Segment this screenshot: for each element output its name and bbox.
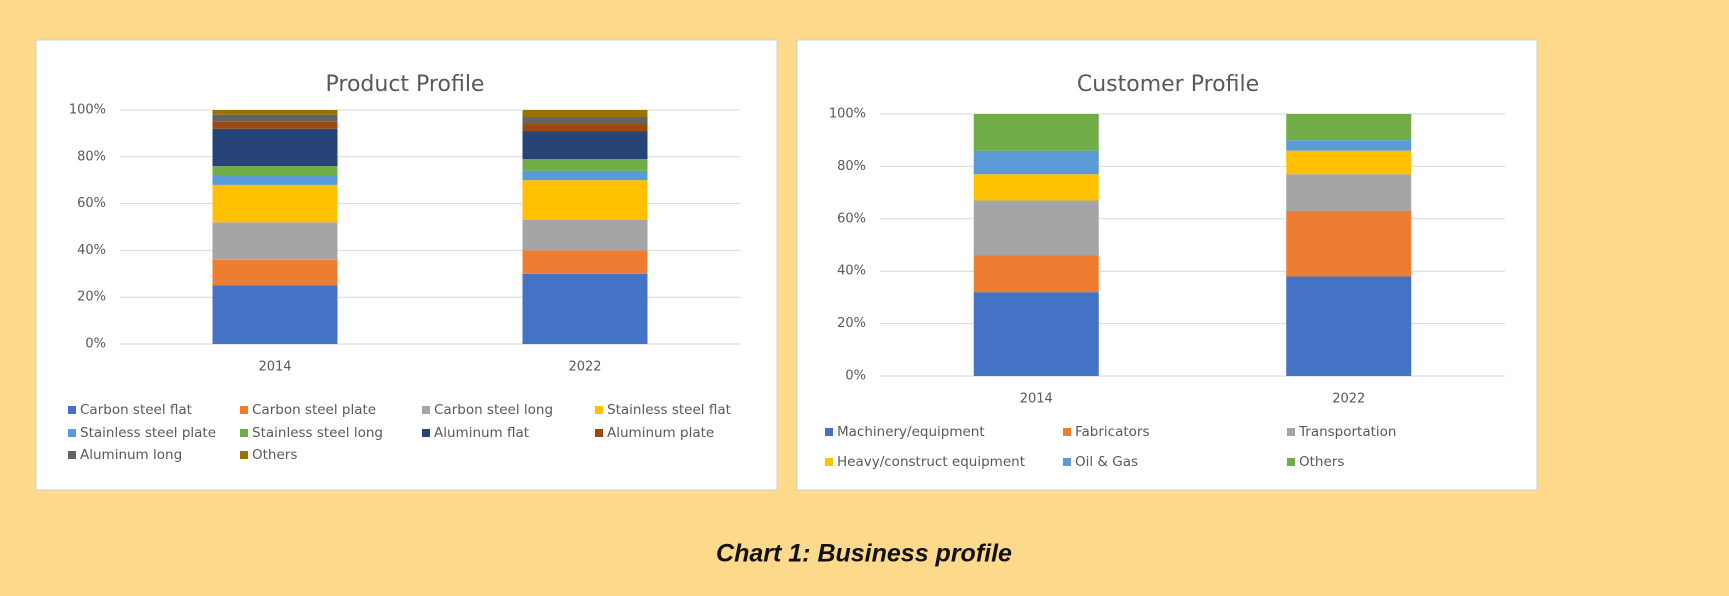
legend-label: Carbon steel flat [80, 402, 192, 418]
chart-panel [35, 39, 778, 491]
legend-swatch [240, 406, 248, 414]
bar-segment [212, 175, 338, 185]
bar-segment [522, 170, 648, 181]
bar-segment [212, 259, 338, 286]
bar-segment [1286, 150, 1412, 175]
bar-segment [522, 180, 648, 220]
bar-segment [212, 285, 338, 344]
legend-swatch [68, 406, 76, 414]
y-tick-label: 20% [77, 290, 106, 305]
caption: Chart 1: Business profile [716, 540, 1012, 568]
y-tick-label: 80% [837, 159, 866, 174]
bar-segment [522, 131, 648, 160]
bar-segment [212, 128, 338, 167]
legend-label: Aluminum plate [607, 425, 714, 441]
x-tick-label: 2022 [1332, 392, 1365, 407]
legend-swatch [1063, 428, 1071, 436]
legend-label: Stainless steel long [252, 425, 383, 441]
legend-swatch [68, 429, 76, 437]
legend-label: Others [1299, 454, 1344, 470]
bar-segment [522, 219, 648, 251]
x-tick-label: 2014 [258, 360, 291, 375]
chart-panel [796, 39, 1538, 491]
bar-segment [1286, 174, 1412, 211]
legend-swatch [595, 429, 603, 437]
legend-swatch [68, 451, 76, 459]
legend-label: Stainless steel flat [607, 402, 731, 418]
y-tick-label: 100% [829, 107, 866, 122]
legend-label: Oil & Gas [1075, 454, 1138, 470]
bar-segment [212, 110, 338, 115]
bar-segment [522, 124, 648, 132]
legend-label: Others [252, 447, 297, 463]
legend-swatch [240, 451, 248, 459]
legend-swatch [422, 429, 430, 437]
y-tick-label: 60% [77, 196, 106, 211]
legend-swatch [595, 406, 603, 414]
chart-title: Product Profile [326, 72, 485, 97]
y-tick-label: 20% [837, 316, 866, 331]
legend-label: Transportation [1298, 424, 1396, 440]
legend-label: Aluminum flat [434, 425, 529, 441]
legend-label: Aluminum long [80, 447, 182, 463]
bar-segment [212, 114, 338, 122]
y-tick-label: 100% [69, 103, 106, 118]
bar-segment [522, 159, 648, 171]
y-tick-label: 0% [85, 337, 106, 352]
bar-segment [1286, 276, 1412, 376]
x-tick-label: 2014 [1020, 392, 1053, 407]
bar-segment [1286, 114, 1412, 141]
y-tick-label: 60% [837, 211, 866, 226]
legend-swatch [422, 406, 430, 414]
legend-swatch [240, 429, 248, 437]
legend-label: Machinery/equipment [837, 424, 985, 440]
legend-label: Stainless steel plate [80, 425, 216, 441]
y-tick-label: 40% [77, 243, 106, 258]
bar-segment [973, 255, 1099, 293]
legend-swatch [1287, 458, 1295, 466]
bar-segment [212, 121, 338, 129]
bar-segment [973, 174, 1099, 201]
y-tick-label: 40% [837, 264, 866, 279]
legend-label: Carbon steel long [434, 402, 553, 418]
legend-label: Carbon steel plate [252, 402, 376, 418]
legend-swatch [1287, 428, 1295, 436]
legend-label: Fabricators [1075, 424, 1150, 440]
bar-segment [1286, 210, 1412, 277]
bar-segment [973, 200, 1099, 256]
bar-segment [522, 250, 648, 274]
bar-segment [212, 222, 338, 260]
bar-segment [212, 166, 338, 176]
x-tick-label: 2022 [568, 360, 601, 375]
legend-swatch [1063, 458, 1071, 466]
legend-swatch [825, 428, 833, 436]
bar-segment [973, 150, 1099, 175]
y-tick-label: 80% [77, 149, 106, 164]
legend-label: Heavy/construct equipment [837, 454, 1025, 470]
chart-title: Customer Profile [1077, 72, 1259, 97]
bar-segment [1286, 140, 1412, 151]
bar-segment [973, 114, 1099, 151]
bar-segment [522, 117, 648, 125]
bar-segment [522, 110, 648, 118]
bar-segment [973, 292, 1099, 376]
bar-segment [212, 184, 338, 223]
bar-segment [522, 273, 648, 344]
y-tick-label: 0% [845, 369, 866, 384]
legend-swatch [825, 458, 833, 466]
